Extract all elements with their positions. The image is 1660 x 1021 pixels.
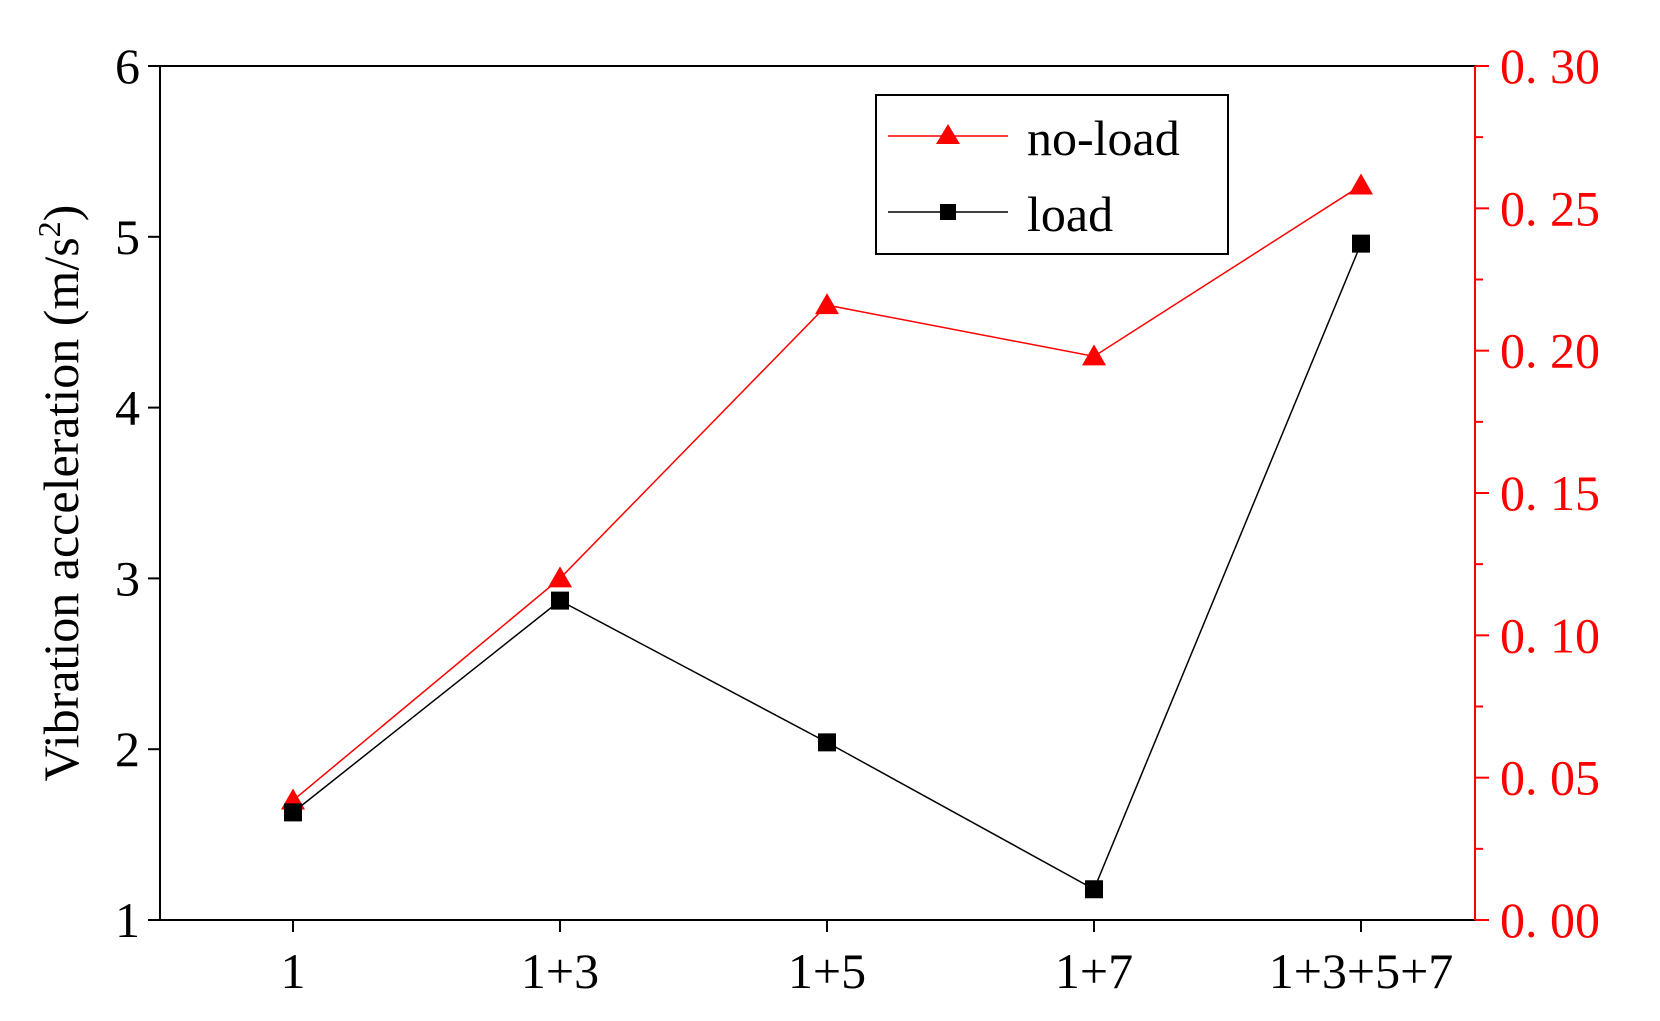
point-load [1352,234,1370,253]
left-y-tick-label: 1 [115,892,140,948]
legend-label-no-load: no-load [1027,110,1180,166]
y-axis-title-tail: ) [33,205,89,222]
left-y-tick-label: 5 [115,209,140,265]
point-no-load [1082,344,1106,366]
left-y-tick-label: 6 [115,38,140,94]
series-line-no-load [292,184,1362,802]
x-axis-ticks: 1 1+3 1+5 1+7 1+3+5+7 [281,920,1454,999]
legend-box [875,94,1229,255]
left-axis-ticks: 1 2 3 4 5 6 [115,38,160,948]
point-load [551,591,569,610]
legend-item-load: load [888,186,1113,242]
right-y-tick-label: 0. 20 [1500,323,1600,379]
x-tick-label: 1 [281,943,306,999]
point-load [284,803,302,822]
right-y-tick-label: 0. 15 [1500,465,1600,521]
series-load [284,234,1370,899]
legend-label-load: load [1027,186,1113,242]
point-load [1085,880,1103,899]
x-tick-label: 1+7 [1055,943,1133,999]
right-y-tick-label: 0. 25 [1500,180,1600,236]
legend: no-load load [875,94,1229,255]
right-axis-ticks: 0. 00 0. 05 0. 10 0. 15 0. 20 0. 25 0. 30 [1475,38,1600,948]
right-y-tick-label: 0. 10 [1500,607,1600,663]
right-y-tick-label: 0. 00 [1500,892,1600,948]
legend-marker-no-load [936,124,960,144]
legend-item-no-load: no-load [888,110,1180,166]
x-tick-label: 1+3 [521,943,599,999]
point-no-load [1349,173,1373,195]
left-y-tick-label: 2 [115,721,140,777]
x-tick-label: 1+5 [788,943,866,999]
y-axis-title-sup: 2 [31,221,67,237]
right-y-tick-label: 0. 05 [1500,750,1600,806]
point-no-load [815,293,839,315]
left-y-tick-label: 4 [115,380,140,436]
point-load [818,733,836,752]
y-axis-title: Vibration acceleration (m/s2) [31,205,89,782]
legend-marker-load [940,204,956,220]
series-layer [281,173,1373,899]
series-no-load [281,173,1373,810]
y-axis-title-main: Vibration acceleration (m/s [33,237,89,781]
point-no-load [548,566,572,588]
series-line-load [292,243,1362,891]
right-y-tick-label: 0. 30 [1500,38,1600,94]
x-tick-label: 1+3+5+7 [1269,943,1454,999]
left-y-tick-label: 3 [115,550,140,606]
